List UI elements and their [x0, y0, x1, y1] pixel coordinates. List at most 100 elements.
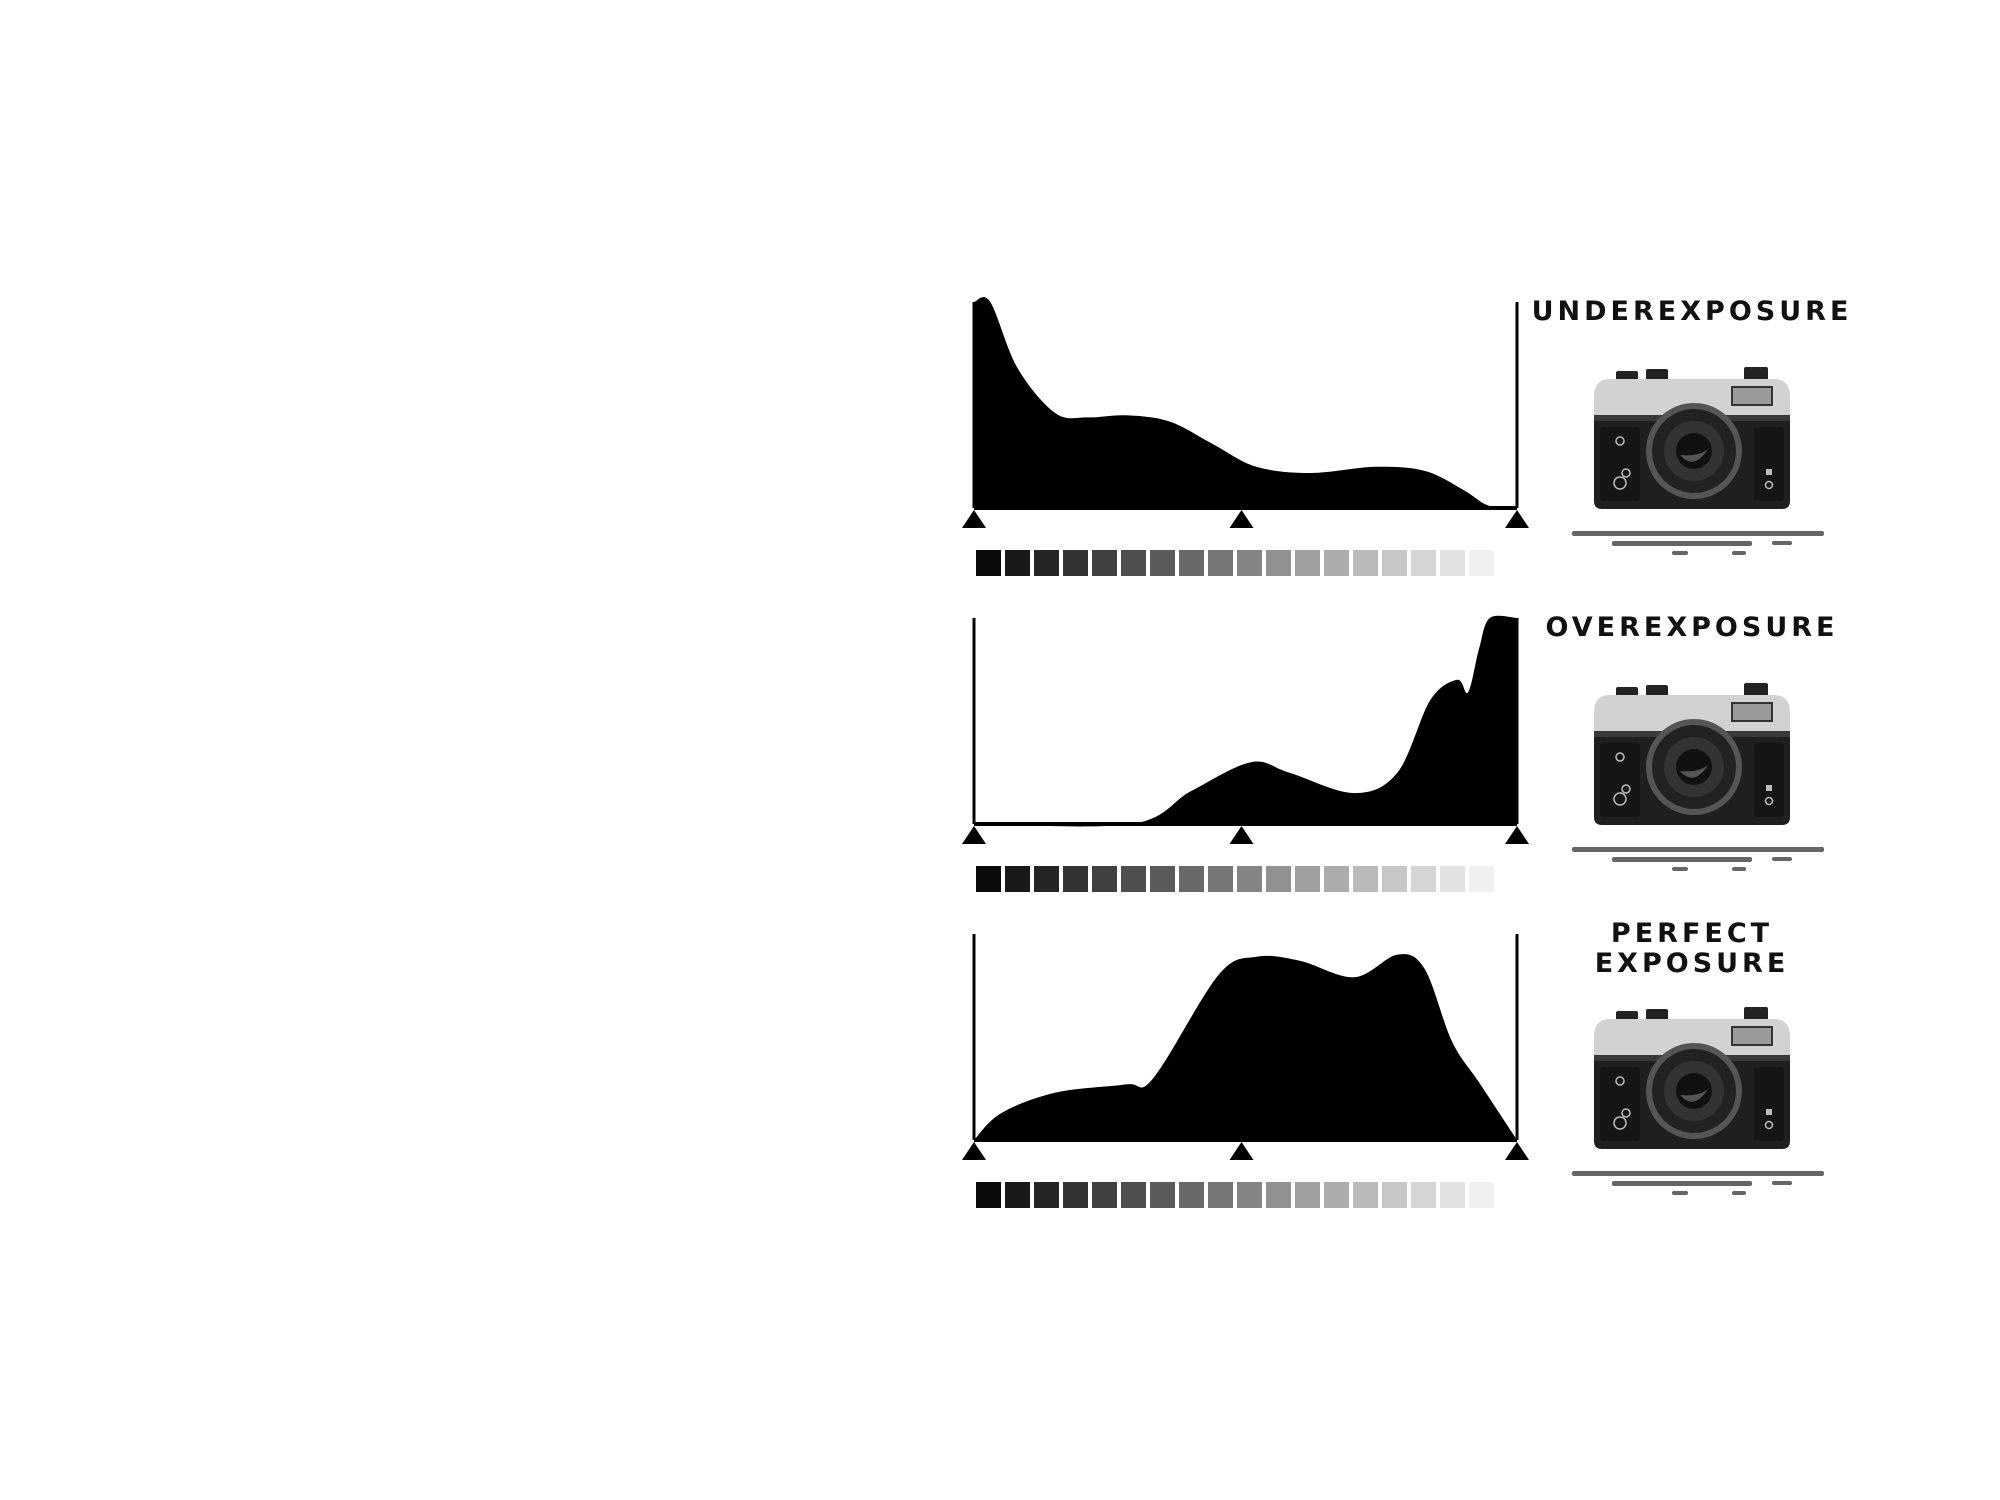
- camera-shadow: [1772, 857, 1792, 861]
- camera-shadow: [1732, 867, 1746, 871]
- camera-dot: [1764, 1120, 1774, 1130]
- camera-shadow: [1732, 1191, 1746, 1195]
- grayscale-swatch: [1092, 550, 1117, 576]
- grayscale-swatch: [1034, 1182, 1059, 1208]
- camera-icon: [1572, 683, 1824, 871]
- triangle-up-marker: [1505, 1142, 1529, 1160]
- camera-shadow: [1672, 551, 1688, 555]
- camera-icon: [1572, 1007, 1824, 1195]
- grayscale-swatch: [1469, 550, 1494, 576]
- grayscale-swatch: [1092, 1182, 1117, 1208]
- grayscale-swatch: [1324, 1182, 1349, 1208]
- camera-grip: [1600, 743, 1640, 817]
- grayscale-swatch: [1063, 866, 1088, 892]
- camera-dial: [1621, 1108, 1631, 1118]
- camera-dot: [1615, 752, 1625, 762]
- grayscale-swatch: [1324, 866, 1349, 892]
- camera-grip: [1600, 427, 1640, 501]
- grayscale-swatch: [1005, 1182, 1030, 1208]
- grayscale-swatch: [1179, 866, 1204, 892]
- camera-dot: [1766, 469, 1772, 475]
- camera-shadow: [1672, 1191, 1688, 1195]
- histogram-panel-1: UNDEREXPOSURE: [962, 296, 1848, 576]
- camera-shadow: [1612, 857, 1752, 862]
- camera-shadow: [1612, 541, 1752, 546]
- grayscale-swatch: [1440, 550, 1465, 576]
- grayscale-swatch: [1063, 1182, 1088, 1208]
- exposure-label: OVEREXPOSURE: [1546, 612, 1839, 643]
- grayscale-swatch: [1034, 550, 1059, 576]
- grayscale-swatch: [1237, 550, 1262, 576]
- grayscale-swatch: [1005, 550, 1030, 576]
- triangle-up-marker: [1229, 510, 1254, 528]
- grayscale-swatch: [1179, 550, 1204, 576]
- grayscale-swatch: [1324, 550, 1349, 576]
- grayscale-swatch: [1005, 866, 1030, 892]
- camera-dial: [1621, 784, 1631, 794]
- triangle-up-marker: [962, 826, 986, 844]
- grayscale-swatch: [1150, 1182, 1175, 1208]
- camera-lens-center: [1676, 433, 1712, 469]
- grayscale-swatch: [1208, 550, 1233, 576]
- grayscale-swatch: [1382, 550, 1407, 576]
- grayscale-swatch: [1034, 866, 1059, 892]
- grayscale-swatch: [1237, 866, 1262, 892]
- camera-shadow: [1572, 1171, 1824, 1176]
- grayscale-swatch: [1266, 550, 1291, 576]
- camera-dot: [1766, 1109, 1772, 1115]
- camera-lens-center: [1676, 1073, 1712, 1109]
- grayscale-swatch: [1295, 550, 1320, 576]
- grayscale-swatch: [1150, 550, 1175, 576]
- grayscale-swatch: [1121, 1182, 1146, 1208]
- grayscale-swatch: [1411, 1182, 1436, 1208]
- camera-icon: [1572, 367, 1824, 555]
- grayscale-swatch: [976, 866, 1001, 892]
- camera-shadow: [1672, 867, 1688, 871]
- triangle-up-marker: [1229, 1142, 1254, 1160]
- camera-viewfinder: [1731, 702, 1773, 722]
- grayscale-swatch: [1208, 1182, 1233, 1208]
- grayscale-swatch: [1266, 1182, 1291, 1208]
- grayscale-swatch: [1382, 1182, 1407, 1208]
- grayscale-swatch: [1382, 866, 1407, 892]
- camera-dot: [1615, 1076, 1625, 1086]
- grayscale-swatch: [976, 1182, 1001, 1208]
- grayscale-swatch: [1150, 866, 1175, 892]
- camera-hotshoe: [1744, 1007, 1768, 1021]
- camera-button: [1616, 371, 1638, 381]
- grayscale-swatch: [1295, 866, 1320, 892]
- camera-dial: [1613, 792, 1627, 806]
- camera-button: [1646, 1009, 1668, 1021]
- grayscale-swatch: [1063, 550, 1088, 576]
- exposure-label: PERFECT: [1611, 918, 1773, 949]
- camera-button: [1616, 1011, 1638, 1021]
- camera-lens-glare: [1680, 449, 1708, 462]
- camera-dot: [1764, 796, 1774, 806]
- camera-shadow: [1612, 1181, 1752, 1186]
- camera-hotshoe: [1744, 683, 1768, 697]
- camera-lens-center: [1676, 749, 1712, 785]
- camera-dial: [1613, 1116, 1627, 1130]
- grayscale-swatch: [1208, 866, 1233, 892]
- camera-dot: [1766, 785, 1772, 791]
- histogram-area: [974, 954, 1517, 1140]
- grayscale-swatch: [1295, 1182, 1320, 1208]
- camera-grip: [1754, 743, 1784, 817]
- grayscale-swatch: [1266, 866, 1291, 892]
- histogram-area: [974, 297, 1517, 509]
- camera-shadow: [1732, 551, 1746, 555]
- camera-dial: [1621, 468, 1631, 478]
- grayscale-swatch: [1469, 1182, 1494, 1208]
- grayscale-swatch: [1353, 550, 1378, 576]
- camera-button: [1616, 687, 1638, 697]
- histogram-panel-2: OVEREXPOSURE: [962, 612, 1839, 892]
- grayscale-swatch: [1440, 1182, 1465, 1208]
- camera-viewfinder: [1731, 386, 1773, 406]
- camera-dial: [1613, 476, 1627, 490]
- grayscale-swatch: [1411, 866, 1436, 892]
- triangle-up-marker: [962, 510, 986, 528]
- camera-shadow: [1772, 541, 1792, 545]
- camera-dot: [1764, 480, 1774, 490]
- camera-button: [1646, 369, 1668, 381]
- grayscale-swatch: [1440, 866, 1465, 892]
